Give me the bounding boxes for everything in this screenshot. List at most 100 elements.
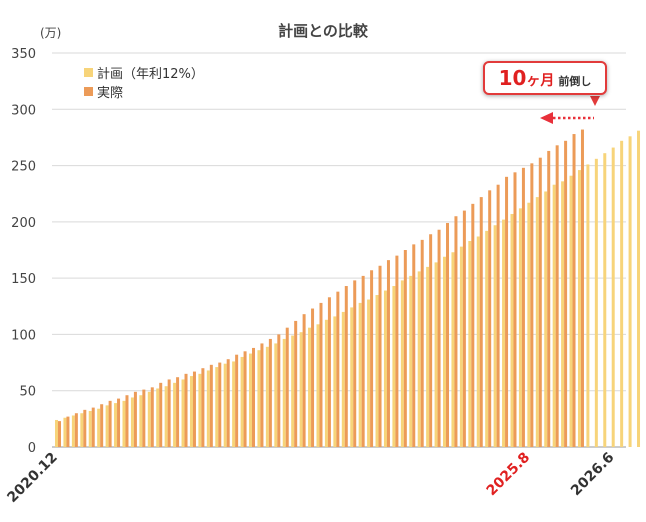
annotation-unit: ヶ月 bbox=[526, 73, 555, 89]
bar-plan bbox=[637, 130, 641, 447]
bar-actual bbox=[462, 210, 466, 447]
bar-actual bbox=[572, 134, 576, 447]
legend: 計画（年利12%） 実際 bbox=[84, 63, 204, 101]
bar-plan bbox=[97, 408, 101, 447]
bar-actual bbox=[530, 163, 534, 447]
bar-plan bbox=[316, 324, 320, 447]
bar-plan bbox=[434, 262, 438, 447]
bar-plan bbox=[122, 400, 126, 447]
bar-actual bbox=[327, 297, 331, 447]
bar-plan bbox=[552, 184, 556, 448]
x-tick-label: 2025.8 bbox=[484, 450, 534, 500]
bar-plan bbox=[274, 343, 278, 447]
bar-actual bbox=[319, 302, 323, 447]
bar-plan bbox=[594, 158, 598, 447]
bar-plan bbox=[156, 388, 160, 447]
bar-actual bbox=[235, 354, 239, 447]
bar-plan bbox=[71, 415, 75, 447]
bar-plan bbox=[544, 191, 548, 447]
bar-actual bbox=[192, 371, 196, 447]
bar-actual bbox=[252, 347, 256, 447]
bar-plan bbox=[400, 280, 404, 447]
bar-plan bbox=[502, 219, 506, 447]
bar-plan bbox=[417, 271, 421, 447]
bar-actual bbox=[243, 351, 247, 447]
legend-swatch-actual bbox=[84, 87, 93, 96]
bar-plan bbox=[130, 397, 134, 447]
bar-plan bbox=[308, 327, 312, 447]
bar-actual bbox=[91, 407, 95, 447]
bar-plan bbox=[147, 391, 151, 447]
bar-plan bbox=[468, 240, 472, 447]
bar-actual bbox=[302, 314, 306, 447]
annotation-text: 前倒し bbox=[558, 75, 592, 88]
y-tick-label: 50 bbox=[19, 385, 36, 400]
bar-actual bbox=[218, 362, 222, 447]
bar-actual bbox=[437, 229, 441, 447]
bar-actual bbox=[58, 421, 61, 447]
bar-actual bbox=[361, 275, 365, 447]
legend-label-plan: 計画（年利12%） bbox=[97, 67, 204, 82]
bar-plan bbox=[206, 370, 210, 447]
bar-actual bbox=[66, 416, 70, 447]
bar-actual bbox=[117, 398, 121, 447]
x-tick-label: 2020.12 bbox=[4, 450, 60, 506]
bar-plan bbox=[493, 225, 497, 447]
bar-plan bbox=[527, 202, 531, 447]
legend-swatch-plan bbox=[84, 68, 93, 77]
bar-actual bbox=[370, 270, 374, 447]
bar-plan bbox=[518, 208, 522, 447]
bar-plan bbox=[299, 332, 303, 447]
y-tick-label: 300 bbox=[11, 103, 36, 118]
bar-plan bbox=[215, 367, 219, 447]
bar-plan bbox=[114, 403, 118, 447]
bar-actual bbox=[471, 203, 475, 447]
bar-plan bbox=[603, 153, 607, 447]
bar-plan bbox=[282, 338, 286, 447]
bar-plan bbox=[367, 299, 371, 447]
bar-actual bbox=[454, 216, 458, 447]
bar-actual bbox=[496, 184, 500, 448]
bar-actual bbox=[150, 387, 154, 447]
bar-plan bbox=[577, 170, 581, 447]
bar-actual bbox=[184, 373, 188, 447]
bar-plan bbox=[485, 230, 489, 447]
bar-actual bbox=[125, 395, 129, 447]
bar-plan bbox=[375, 295, 379, 447]
bar-actual bbox=[260, 343, 264, 447]
bar-actual bbox=[446, 222, 450, 447]
y-tick-label: 200 bbox=[11, 216, 36, 231]
y-tick-label: 0 bbox=[28, 441, 36, 456]
bar-actual bbox=[133, 391, 137, 447]
bar-actual bbox=[294, 320, 298, 447]
bar-actual bbox=[479, 197, 483, 447]
bar-actual bbox=[564, 140, 568, 447]
y-axis-unit: (万) bbox=[40, 26, 62, 40]
bar-plan bbox=[569, 175, 573, 447]
bar-plan bbox=[139, 395, 143, 447]
bar-plan bbox=[63, 417, 67, 447]
bar-actual bbox=[505, 176, 509, 448]
bar-plan bbox=[333, 316, 337, 447]
bar-actual bbox=[403, 250, 407, 447]
bar-plan bbox=[561, 181, 565, 447]
legend-label-actual: 実際 bbox=[97, 86, 124, 101]
bar-actual bbox=[378, 265, 382, 447]
bar-plan bbox=[257, 350, 261, 447]
bar-actual bbox=[521, 167, 525, 447]
bar-actual bbox=[420, 239, 424, 447]
annotation-arrow-head bbox=[540, 112, 553, 124]
bar-plan bbox=[611, 147, 615, 447]
bar-actual bbox=[167, 379, 171, 447]
bar-plan bbox=[198, 373, 202, 447]
bar-actual bbox=[429, 234, 433, 447]
bar-plan bbox=[628, 136, 632, 447]
bar-plan bbox=[392, 286, 396, 447]
bar-actual bbox=[226, 359, 230, 447]
bar-actual bbox=[83, 409, 87, 447]
bar-plan bbox=[341, 311, 345, 447]
bar-actual bbox=[488, 190, 492, 447]
bar-actual bbox=[547, 150, 551, 448]
bar-plan bbox=[409, 275, 413, 447]
bar-plan bbox=[181, 379, 185, 447]
